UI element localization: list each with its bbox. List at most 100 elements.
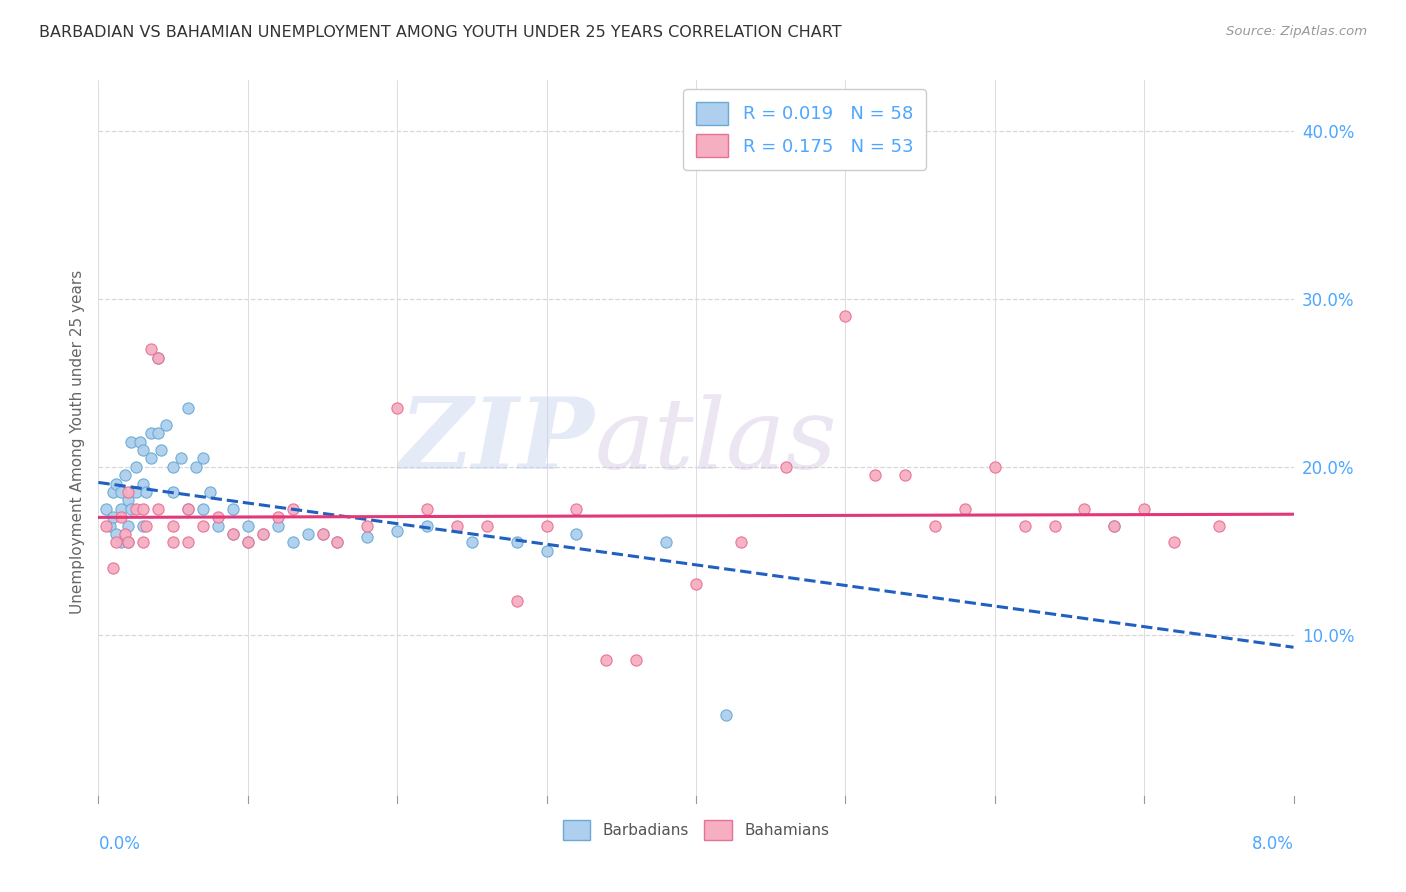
Point [207, 510, 229, 524]
Point [191, 451, 214, 466]
Point [148, 351, 170, 365]
Point [105, 476, 128, 491]
Point [1104, 518, 1126, 533]
Point [132, 476, 155, 491]
Point [1014, 518, 1036, 533]
Point [177, 401, 200, 415]
Point [162, 485, 184, 500]
Point [98, 518, 122, 533]
Point [446, 518, 468, 533]
Point [148, 351, 170, 365]
Point [475, 518, 498, 533]
Point [191, 518, 214, 533]
Point [117, 535, 139, 549]
Point [281, 501, 304, 516]
Point [148, 426, 170, 441]
Point [103, 510, 125, 524]
Point [595, 653, 617, 667]
Y-axis label: Unemployment Among Youth under 25 years: Unemployment Among Youth under 25 years [69, 269, 84, 614]
Point [117, 493, 139, 508]
Point [125, 501, 148, 516]
Point [236, 518, 259, 533]
Point [177, 501, 200, 516]
Point [356, 530, 378, 544]
Point [924, 518, 946, 533]
Point [385, 401, 409, 415]
Point [416, 501, 439, 516]
Point [110, 501, 132, 516]
Point [94, 501, 117, 516]
Text: ZIP: ZIP [399, 393, 595, 490]
Point [775, 459, 797, 474]
Point [117, 535, 139, 549]
Point [536, 543, 558, 558]
Point [105, 527, 128, 541]
Point [184, 459, 207, 474]
Point [150, 442, 173, 457]
Point [162, 518, 184, 533]
Point [311, 527, 333, 541]
Text: BARBADIAN VS BAHAMIAN UNEMPLOYMENT AMONG YOUTH UNDER 25 YEARS CORRELATION CHART: BARBADIAN VS BAHAMIAN UNEMPLOYMENT AMONG… [39, 25, 842, 40]
Point [865, 468, 887, 483]
Point [222, 501, 245, 516]
Point [311, 527, 333, 541]
Point [685, 577, 707, 591]
Point [162, 535, 184, 549]
Point [385, 524, 409, 538]
Point [139, 426, 162, 441]
Point [267, 518, 290, 533]
Text: Source: ZipAtlas.com: Source: ZipAtlas.com [1226, 25, 1367, 38]
Point [132, 442, 155, 457]
Point [536, 518, 558, 533]
Point [132, 501, 155, 516]
Point [1208, 518, 1230, 533]
Point [267, 510, 290, 524]
Point [1133, 501, 1156, 516]
Point [565, 527, 588, 541]
Point [416, 518, 439, 533]
Point [714, 708, 737, 723]
Point [94, 518, 117, 533]
Point [281, 535, 304, 549]
Point [125, 485, 148, 500]
Point [177, 535, 200, 549]
Point [139, 342, 162, 356]
Point [506, 535, 529, 549]
Point [129, 434, 152, 449]
Point [139, 451, 162, 466]
Point [114, 468, 136, 483]
Point [103, 560, 125, 574]
Point [177, 501, 200, 516]
Point [236, 535, 259, 549]
Point [834, 309, 856, 323]
Point [155, 417, 177, 432]
Point [236, 535, 259, 549]
Point [730, 535, 752, 549]
Point [953, 501, 976, 516]
Point [103, 485, 125, 500]
Point [1163, 535, 1185, 549]
Point [114, 527, 136, 541]
Point [894, 468, 917, 483]
Point [120, 434, 142, 449]
Text: 0.0%: 0.0% [98, 835, 141, 854]
Point [1073, 501, 1095, 516]
Point [461, 535, 484, 549]
Point [626, 653, 648, 667]
Point [110, 510, 132, 524]
Point [125, 459, 148, 474]
Point [984, 459, 1007, 474]
Point [169, 451, 191, 466]
Point [135, 518, 157, 533]
Point [207, 518, 229, 533]
Point [117, 518, 139, 533]
Point [148, 501, 170, 516]
Point [200, 485, 222, 500]
Point [297, 527, 319, 541]
Point [655, 535, 678, 549]
Point [132, 518, 155, 533]
Point [162, 459, 184, 474]
Text: 8.0%: 8.0% [1251, 835, 1294, 854]
Point [252, 527, 274, 541]
Point [1104, 518, 1126, 533]
